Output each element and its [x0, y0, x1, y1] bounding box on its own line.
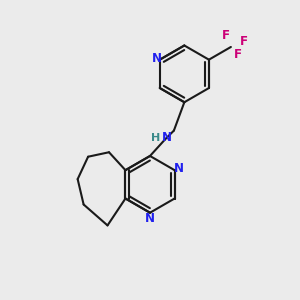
Text: H: H: [151, 133, 160, 143]
Text: F: F: [234, 48, 242, 61]
Text: N: N: [145, 212, 155, 225]
Text: N: N: [161, 131, 171, 144]
Text: N: N: [152, 52, 162, 65]
Text: N: N: [174, 162, 184, 175]
Text: F: F: [239, 35, 247, 48]
Text: F: F: [221, 28, 230, 41]
